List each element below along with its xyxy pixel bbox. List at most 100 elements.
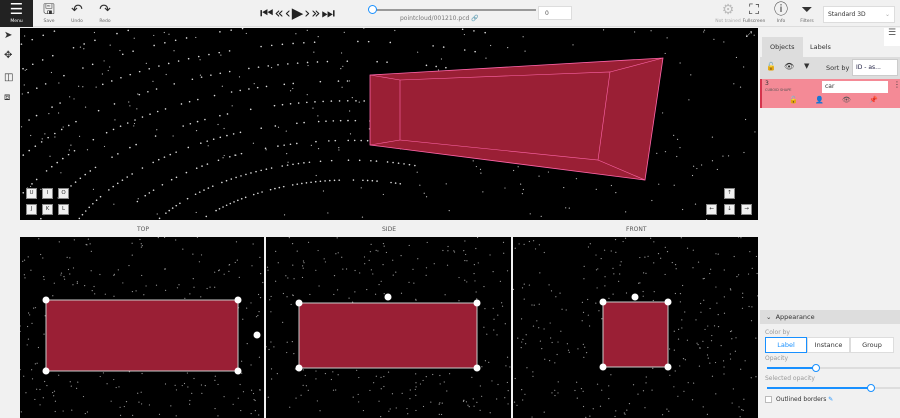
outlined-borders-label: Outlined borders [776,396,827,403]
arrow-up-button[interactable]: ↑ [724,188,735,199]
eye-all-icon[interactable]: 👁 [784,62,795,71]
resize-handle [664,298,672,306]
move-icon[interactable]: ✥ [4,50,13,61]
slider-fill [767,387,871,389]
camera-key-l[interactable]: L [58,204,69,215]
cuboid-projection [298,302,478,369]
frame-slider[interactable] [372,9,536,11]
resize-handle [664,363,672,371]
more-icon[interactable]: ⋮ [893,80,900,89]
collapse-all-icon[interactable]: ▼ [804,62,810,70]
lock-icon[interactable]: 🔓 [789,96,798,104]
camera-key-u[interactable]: U [26,188,37,199]
first-frame-button[interactable]: ⏮ [260,4,275,22]
sort-select[interactable]: ID - as... [852,59,898,76]
ai-tools-button[interactable]: ⚙ Not trained [713,2,743,24]
object-id: 3 [765,80,769,87]
appearance-title: Appearance [775,313,815,321]
resize-handle [631,293,639,301]
frame-slider-handle[interactable] [368,5,377,14]
forward-step-button[interactable]: » [311,4,322,22]
outlined-borders-checkbox[interactable] [765,396,772,403]
color-by-group-option[interactable]: Group [850,337,894,353]
camera-key-j[interactable]: J [26,204,37,215]
cuboid-projection [602,301,669,368]
filename-text: pointcloud/001210.pcd [400,15,470,22]
pin-user-icon[interactable]: 👤 [815,96,824,104]
tab-objects[interactable]: Objects [762,37,803,57]
next-button[interactable]: › [304,4,312,22]
side-view-canvas [266,237,511,418]
brain-icon: ⚙ [721,2,735,18]
last-frame-button[interactable]: ⏭ [321,4,336,22]
opacity-label: Opacity [765,355,789,362]
chevron-icon: ⌄ [766,313,772,321]
play-button[interactable]: ▶ [291,4,305,22]
color-picker-icon[interactable]: ✎ [828,396,834,403]
save-button[interactable]: 🖫 Save [34,2,64,24]
resize-handle [599,363,607,371]
pin-icon[interactable]: 📌 [869,96,878,104]
object-label-select[interactable]: car [822,81,888,93]
slider-handle[interactable] [866,384,875,392]
cursor-icon[interactable]: ➤ [4,30,13,41]
info-icon: ⓘ [774,2,788,18]
slider-handle[interactable] [812,364,821,372]
link-icon[interactable]: 🔗 [471,15,479,22]
resize-handle [253,331,261,339]
top-view[interactable] [20,237,264,418]
side-view[interactable] [266,237,511,418]
appearance-header[interactable]: ⌄ Appearance [760,310,900,324]
filter-icon: ⏷ [801,2,813,18]
collapse-sidebar-icon[interactable]: ☰ [884,28,900,46]
color-by-label-option[interactable]: Label [765,337,807,353]
sort-label: Sort by [826,64,850,72]
camera-key-k[interactable]: K [42,204,53,215]
redo-icon: ↷ [99,2,111,18]
objects-sidebar: ☰ Objects Labels 🔓 👁 ▼ Sort by ID - as..… [760,28,900,418]
object-label: car [825,83,835,90]
resize-handle [42,367,50,375]
chevron-down-icon: ⌄ [884,11,890,18]
filters-label: Filters [800,19,814,24]
front-view[interactable] [513,237,758,418]
undo-button[interactable]: ↶ Undo [62,2,92,24]
draw-cuboid-icon[interactable]: ◫ [4,72,14,83]
selected-opacity-slider[interactable] [767,384,900,392]
back-step-button[interactable]: « [274,4,285,22]
filters-button[interactable]: ⏷ Filters [792,2,822,24]
camera-key-i[interactable]: I [42,188,53,199]
workspace-select[interactable]: Standard 3D ⌄ [823,6,895,23]
fullscreen-button[interactable]: ⛶ Fullscreen [739,2,769,24]
lock-all-icon[interactable]: 🔓 [766,62,776,71]
view-labels: TOP SIDE FRONT [20,220,758,237]
redo-button[interactable]: ↷ Redo [90,2,120,24]
resize-handle [384,293,392,301]
objects-header: 🔓 👁 ▼ Sort by ID - as... [760,57,900,79]
frame-input[interactable]: 0 [538,6,572,20]
save-icon: 🖫 [43,2,55,18]
arrow-down-button[interactable]: ↓ [724,204,735,215]
menu-icon: ☰ [9,0,24,18]
camera-key-o[interactable]: O [58,188,69,199]
color-by-instance-option[interactable]: Instance [807,337,850,353]
resize-handle [42,296,50,304]
info-button[interactable]: ⓘ Info [766,2,796,24]
opacity-slider[interactable] [767,364,900,372]
arrow-left-button[interactable]: ← [706,204,717,215]
tab-labels[interactable]: Labels [810,43,831,51]
slider-fill [767,367,817,369]
fullscreen-icon: ⛶ [749,2,759,18]
front-view-canvas [513,237,758,418]
prev-button[interactable]: ‹ [284,4,292,22]
arrow-right-button[interactable]: → [741,204,752,215]
filename: pointcloud/001210.pcd 🔗 [400,15,479,22]
object-item[interactable]: 3 CUBOID SHAPE car ⋮ 🔓 👤 👁 📌 [760,79,900,108]
menu-button[interactable]: ☰ Menu [0,0,33,27]
top-view-canvas [20,237,264,417]
eye-icon[interactable]: 👁 [842,96,851,104]
perspective-view[interactable]: ⤢ U I O J K L ↑ ← ↓ → [20,28,758,220]
resize-icon[interactable]: ⤢ [745,30,752,39]
sort-value: ID - as... [856,64,881,71]
group-icon[interactable]: ⧈ [4,92,11,103]
